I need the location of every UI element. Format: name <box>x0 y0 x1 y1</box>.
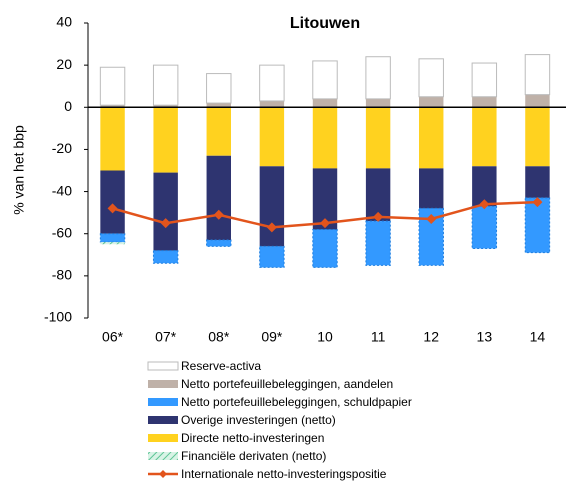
bar <box>418 58 444 98</box>
bar <box>472 107 497 167</box>
legend-swatch <box>148 416 178 424</box>
x-tick-label: 12 <box>423 329 439 345</box>
line-marker <box>107 203 118 214</box>
bar <box>259 107 285 167</box>
bar <box>471 62 498 98</box>
bar <box>206 103 231 108</box>
bar <box>206 155 231 241</box>
legend-label: Directe netto-investeringen <box>181 431 324 445</box>
y-tick-label: -100 <box>44 309 72 325</box>
bar <box>100 107 125 171</box>
bar <box>419 168 444 209</box>
y-tick-label: -60 <box>52 224 72 240</box>
legend-label: Financiële derivaten (netto) <box>181 449 326 463</box>
bar <box>259 245 285 268</box>
bar <box>419 96 444 108</box>
bar <box>525 94 550 108</box>
bar <box>153 105 178 108</box>
bar <box>365 107 391 169</box>
bar <box>312 229 338 268</box>
bar <box>312 107 338 169</box>
bar <box>100 242 125 245</box>
bar <box>365 220 391 266</box>
bar <box>524 54 551 96</box>
y-tick-label: 20 <box>56 56 72 72</box>
y-tick-label: 40 <box>56 14 72 30</box>
bar <box>472 96 497 108</box>
bar <box>365 56 391 100</box>
legend-swatch <box>148 434 178 442</box>
bar <box>259 64 285 102</box>
line-marker <box>266 222 277 233</box>
y-tick-label: -20 <box>52 140 72 156</box>
legend-swatch <box>148 452 178 460</box>
legend-label: Netto portefeuillebeleggingen, schuldpap… <box>181 395 412 409</box>
x-tick-label: 07* <box>155 329 177 345</box>
x-tick-label: 06* <box>102 329 124 345</box>
legend-label: Reserve-activa <box>181 359 261 373</box>
bar <box>153 107 178 173</box>
line-marker <box>213 209 224 220</box>
bar <box>99 66 126 106</box>
legend-label: Internationale netto-investeringspositie <box>181 467 387 481</box>
bar <box>259 166 285 247</box>
line-marker <box>373 211 384 222</box>
y-tick-label: -40 <box>52 182 72 198</box>
bar <box>99 233 126 243</box>
bar <box>312 60 338 100</box>
line-marker <box>532 197 543 208</box>
bar <box>525 107 550 167</box>
x-tick-label: 13 <box>477 329 493 345</box>
chart-title: Litouwen <box>290 15 360 32</box>
legend-label: Netto portefeuillebeleggingen, aandelen <box>181 377 393 391</box>
y-tick-label: 0 <box>64 98 72 114</box>
legend-swatch <box>147 361 179 371</box>
bar <box>471 205 498 249</box>
legend-swatch <box>148 398 178 406</box>
x-tick-label: 14 <box>530 329 546 345</box>
line-marker <box>426 213 437 224</box>
legend-swatch <box>159 470 167 478</box>
bar <box>152 250 179 264</box>
line-marker <box>160 218 171 229</box>
x-tick-label: 09* <box>261 329 283 345</box>
x-tick-label: 10 <box>317 329 333 345</box>
bar <box>152 64 179 106</box>
legend-label: Overige investeringen (netto) <box>181 413 336 427</box>
bar <box>365 98 391 108</box>
bar <box>206 107 231 156</box>
bar <box>525 166 550 198</box>
line-marker <box>479 199 490 210</box>
x-tick-label: 08* <box>208 329 230 345</box>
bar <box>419 107 444 169</box>
y-axis-label: % van het bbp <box>11 125 27 215</box>
bar <box>259 100 285 108</box>
bar <box>100 105 125 108</box>
bar <box>206 73 232 104</box>
bar <box>206 239 232 247</box>
legend-swatch <box>148 380 178 388</box>
x-tick-label: 11 <box>371 329 386 345</box>
line-marker <box>320 218 330 229</box>
bar <box>312 98 338 108</box>
bar <box>100 170 125 234</box>
bar <box>153 172 178 251</box>
y-tick-label: -80 <box>52 267 72 283</box>
